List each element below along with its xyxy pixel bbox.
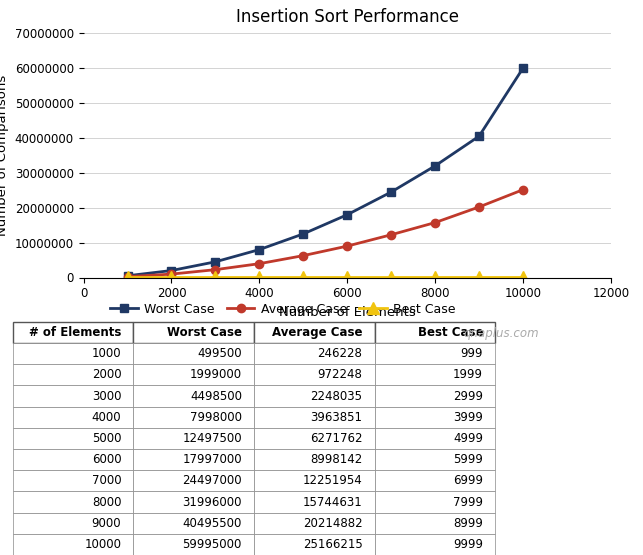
Worst Case	[387, 189, 395, 195]
Best Case	[255, 274, 263, 281]
Worst Case	[343, 211, 351, 218]
Average Case	[255, 260, 263, 267]
Title: Insertion Sort Performance: Insertion Sort Performance	[236, 8, 458, 26]
Line: Worst Case: Worst Case	[123, 64, 527, 280]
Y-axis label: Number of Comparisons: Number of Comparisons	[0, 75, 9, 236]
Average Case	[475, 204, 483, 210]
Line: Best Case: Best Case	[122, 272, 529, 283]
Legend: Worst Case, Average Case, Best Case: Worst Case, Average Case, Best Case	[105, 297, 460, 321]
Average Case	[431, 219, 439, 226]
Best Case	[431, 274, 439, 281]
Best Case	[475, 274, 483, 281]
Best Case	[519, 274, 527, 281]
Text: qnaplus.com: qnaplus.com	[464, 326, 539, 340]
Worst Case	[168, 267, 176, 274]
Best Case	[212, 274, 219, 281]
Worst Case	[300, 230, 307, 237]
Average Case	[343, 243, 351, 249]
Best Case	[300, 274, 307, 281]
Average Case	[168, 271, 176, 278]
Average Case	[123, 273, 131, 280]
Average Case	[519, 186, 527, 193]
Worst Case	[212, 259, 219, 265]
Average Case	[212, 266, 219, 273]
Worst Case	[255, 246, 263, 253]
X-axis label: Number of Elements: Number of Elements	[279, 306, 415, 319]
Worst Case	[123, 273, 131, 279]
Worst Case	[475, 133, 483, 139]
Line: Average Case: Average Case	[123, 185, 527, 281]
Average Case	[387, 231, 395, 238]
Worst Case	[519, 65, 527, 72]
Best Case	[387, 274, 395, 281]
Worst Case	[431, 163, 439, 169]
Best Case	[123, 274, 131, 281]
Best Case	[168, 274, 176, 281]
Average Case	[300, 253, 307, 259]
Best Case	[343, 274, 351, 281]
